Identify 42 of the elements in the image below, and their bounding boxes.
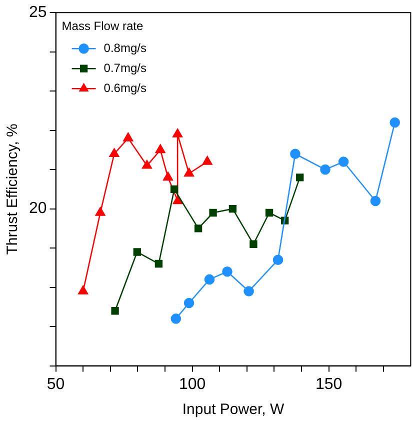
- point: [109, 148, 120, 158]
- legend-label: 0.7mg/s: [104, 60, 146, 75]
- point: [184, 298, 194, 308]
- x-axis-title: Input Power, W: [182, 401, 285, 418]
- legend-label: 0.8mg/s: [104, 40, 146, 55]
- point: [95, 207, 106, 216]
- point: [296, 174, 304, 182]
- point: [133, 248, 141, 256]
- y-tick-label: 20: [29, 200, 47, 218]
- point: [202, 156, 212, 165]
- point: [170, 185, 178, 194]
- y-axis-title: Thrust Efficiency, %: [4, 124, 22, 255]
- point: [338, 156, 349, 167]
- point: [184, 168, 194, 177]
- point: [172, 128, 183, 138]
- point: [155, 144, 166, 154]
- point: [170, 314, 182, 324]
- point: [250, 240, 258, 248]
- point: [209, 208, 217, 217]
- point: [123, 132, 134, 142]
- x-tick-label: 150: [315, 376, 342, 393]
- x-tick-label: 50: [46, 376, 65, 393]
- point: [265, 208, 274, 217]
- point: [204, 274, 215, 285]
- legend-title: Mass Flow rate: [62, 18, 144, 33]
- point: [290, 148, 300, 160]
- point: [154, 260, 163, 268]
- point: [320, 164, 330, 175]
- point: [244, 286, 254, 296]
- point: [390, 117, 400, 128]
- point: [222, 266, 232, 277]
- x-tick-label: 100: [178, 376, 206, 393]
- point: [272, 254, 284, 265]
- point: [194, 224, 202, 232]
- y-tick-label: 25: [29, 4, 47, 22]
- point: [228, 204, 237, 213]
- point: [370, 196, 381, 206]
- legend-label: 0.6mg/s: [104, 80, 146, 95]
- point: [78, 286, 88, 294]
- point: [111, 307, 119, 315]
- point: [142, 160, 152, 169]
- point: [163, 172, 173, 181]
